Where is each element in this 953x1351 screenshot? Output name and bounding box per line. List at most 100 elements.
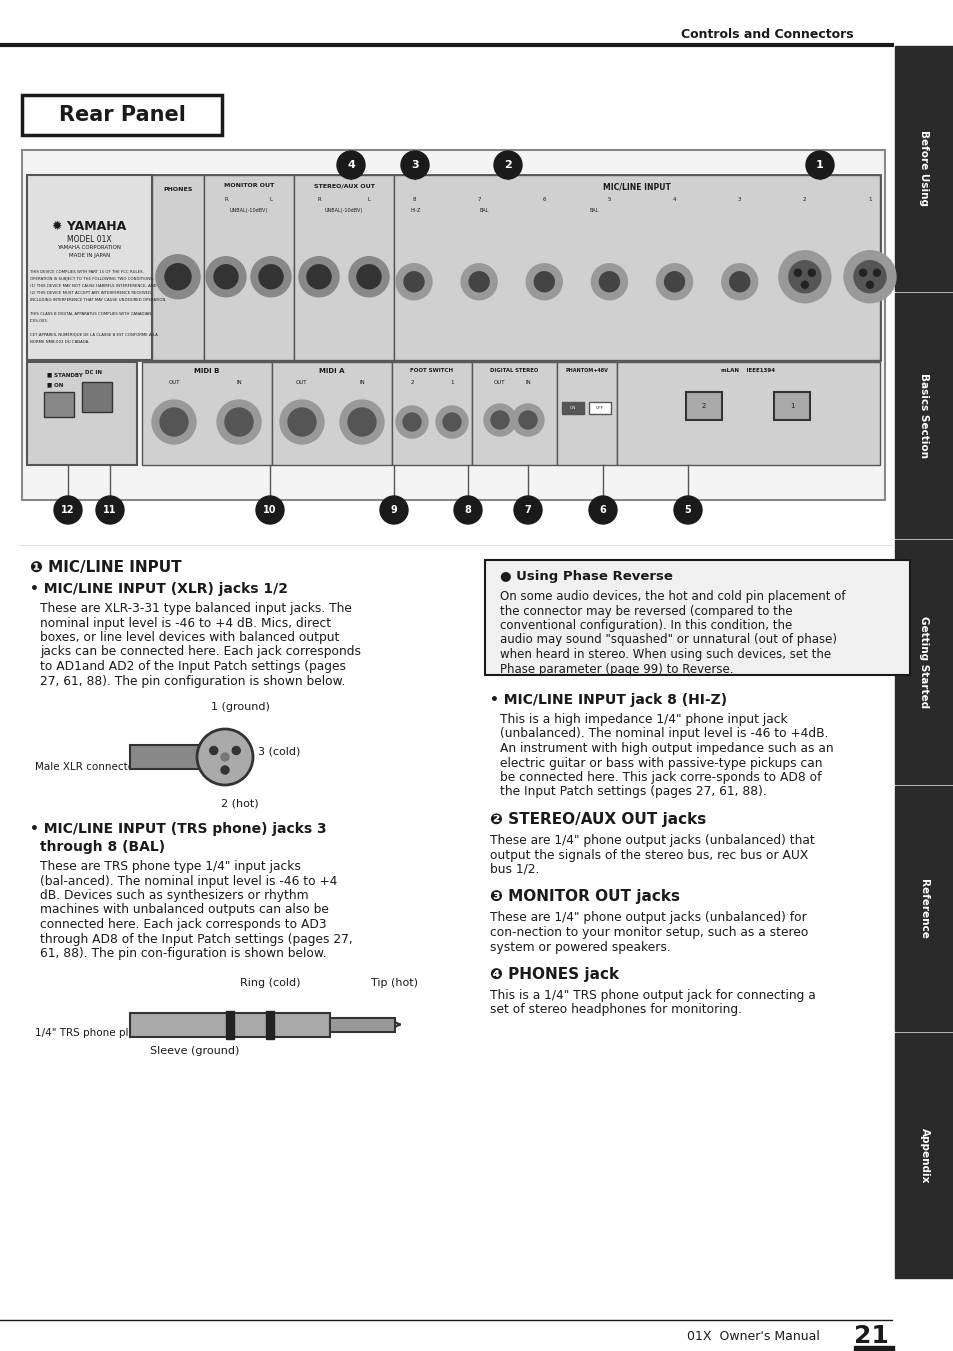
Circle shape	[436, 407, 468, 438]
Bar	[561, 403, 583, 413]
Bar	[617, 362, 879, 465]
Text: MIC/LINE INPUT: MIC/LINE INPUT	[602, 182, 670, 192]
Text: system or powered speakers.: system or powered speakers.	[490, 940, 670, 954]
Circle shape	[494, 151, 521, 178]
Bar	[894, 1034, 953, 1278]
Text: Appendix: Appendix	[919, 1128, 928, 1183]
Circle shape	[280, 400, 324, 444]
Circle shape	[514, 496, 541, 524]
Circle shape	[664, 272, 684, 292]
Circle shape	[673, 496, 701, 524]
Circle shape	[156, 255, 200, 299]
Text: DC IN: DC IN	[86, 370, 102, 376]
Text: 7: 7	[524, 505, 531, 515]
Circle shape	[843, 251, 895, 303]
Bar	[142, 362, 272, 465]
Circle shape	[298, 257, 338, 297]
Text: NORME NMB-003 DU CANADA.: NORME NMB-003 DU CANADA.	[30, 340, 90, 345]
Text: 2: 2	[802, 197, 806, 203]
Text: MIDI A: MIDI A	[319, 367, 344, 374]
Bar	[130, 1012, 330, 1036]
Text: Reference: Reference	[919, 880, 928, 939]
Text: MODEL 01X: MODEL 01X	[67, 235, 112, 245]
Bar	[272, 362, 392, 465]
Text: OUT: OUT	[169, 380, 180, 385]
Bar	[27, 362, 137, 465]
Circle shape	[598, 272, 618, 292]
Text: CET APPAREIL NUMÉRIQUE DE LA CLASSE B EST CONFORME À LA: CET APPAREIL NUMÉRIQUE DE LA CLASSE B ES…	[30, 332, 157, 338]
Text: Basics Section: Basics Section	[919, 373, 928, 458]
Text: 4: 4	[672, 197, 676, 203]
Text: ■ STANDBY: ■ STANDBY	[47, 372, 83, 377]
Circle shape	[518, 411, 537, 430]
Text: PHANTOM+48V: PHANTOM+48V	[565, 367, 608, 373]
Bar	[894, 46, 953, 290]
Circle shape	[251, 257, 291, 297]
Circle shape	[307, 265, 331, 289]
Text: 3: 3	[411, 159, 418, 170]
Text: 8: 8	[464, 505, 471, 515]
Text: when heard in stereo. When using such devices, set the: when heard in stereo. When using such de…	[499, 648, 830, 661]
Bar	[266, 1011, 274, 1039]
Bar	[394, 176, 879, 359]
Bar	[685, 392, 721, 420]
Circle shape	[788, 261, 820, 293]
Text: ❸ MONITOR OUT jacks: ❸ MONITOR OUT jacks	[490, 889, 679, 905]
Circle shape	[807, 269, 815, 276]
Text: 1: 1	[815, 159, 823, 170]
Text: 1: 1	[789, 403, 794, 409]
Text: bus 1/2.: bus 1/2.	[490, 863, 538, 875]
Text: electric guitar or bass with passive-type pickups can: electric guitar or bass with passive-typ…	[499, 757, 821, 770]
Text: ON: ON	[569, 407, 576, 409]
Text: 21: 21	[853, 1324, 888, 1348]
Text: 2: 2	[701, 403, 705, 409]
Circle shape	[460, 263, 497, 300]
Bar	[773, 392, 809, 420]
Circle shape	[395, 407, 428, 438]
Text: ■ ON: ■ ON	[47, 382, 63, 386]
Text: machines with unbalanced outputs can also be: machines with unbalanced outputs can als…	[40, 904, 329, 916]
Circle shape	[213, 265, 237, 289]
Text: OUT: OUT	[494, 380, 505, 385]
Text: BAL: BAL	[589, 208, 598, 213]
Circle shape	[356, 265, 380, 289]
Text: Controls and Connectors: Controls and Connectors	[680, 28, 853, 41]
Circle shape	[221, 753, 229, 761]
Bar	[472, 362, 557, 465]
Text: set of stereo headphones for monitoring.: set of stereo headphones for monitoring.	[490, 1004, 741, 1016]
Text: 1 (ground): 1 (ground)	[211, 703, 269, 712]
Circle shape	[526, 263, 561, 300]
Circle shape	[801, 281, 807, 288]
Circle shape	[656, 263, 692, 300]
Text: through AD8 of the Input Patch settings (pages 27,: through AD8 of the Input Patch settings …	[40, 932, 353, 946]
Text: R: R	[316, 197, 320, 203]
Text: MADE IN JAPAN: MADE IN JAPAN	[69, 253, 110, 258]
Text: These are 1/4" phone output jacks (unbalanced) that: These are 1/4" phone output jacks (unbal…	[490, 834, 814, 847]
Text: OPERATION IS SUBJECT TO THE FOLLOWING TWO CONDITIONS:: OPERATION IS SUBJECT TO THE FOLLOWING TW…	[30, 277, 153, 281]
Text: Rear Panel: Rear Panel	[58, 105, 185, 126]
Bar	[894, 293, 953, 538]
Text: connected here. Each jack corresponds to AD3: connected here. Each jack corresponds to…	[40, 917, 326, 931]
Text: 7: 7	[476, 197, 480, 203]
Circle shape	[336, 151, 365, 178]
Text: This is a 1/4" TRS phone output jack for connecting a: This is a 1/4" TRS phone output jack for…	[490, 989, 815, 1002]
Circle shape	[588, 496, 617, 524]
Text: Before Using: Before Using	[919, 131, 928, 207]
Circle shape	[402, 413, 420, 431]
Bar	[204, 176, 294, 359]
Text: DIGITAL STEREO: DIGITAL STEREO	[490, 367, 538, 373]
Circle shape	[873, 269, 880, 276]
Text: be connected here. This jack corre-sponds to AD8 of: be connected here. This jack corre-spond…	[499, 771, 821, 784]
Bar	[588, 403, 610, 413]
Text: An instrument with high output impedance such as an: An instrument with high output impedance…	[499, 742, 833, 755]
FancyBboxPatch shape	[484, 561, 909, 676]
Bar	[294, 176, 394, 359]
Text: Male XLR connector: Male XLR connector	[35, 762, 138, 771]
Text: 8: 8	[412, 197, 416, 203]
Bar	[152, 176, 204, 359]
Circle shape	[196, 730, 253, 785]
Circle shape	[288, 408, 315, 436]
Text: (bal-anced). The nominal input level is -46 to +4: (bal-anced). The nominal input level is …	[40, 874, 337, 888]
Circle shape	[206, 257, 246, 297]
Circle shape	[400, 151, 429, 178]
